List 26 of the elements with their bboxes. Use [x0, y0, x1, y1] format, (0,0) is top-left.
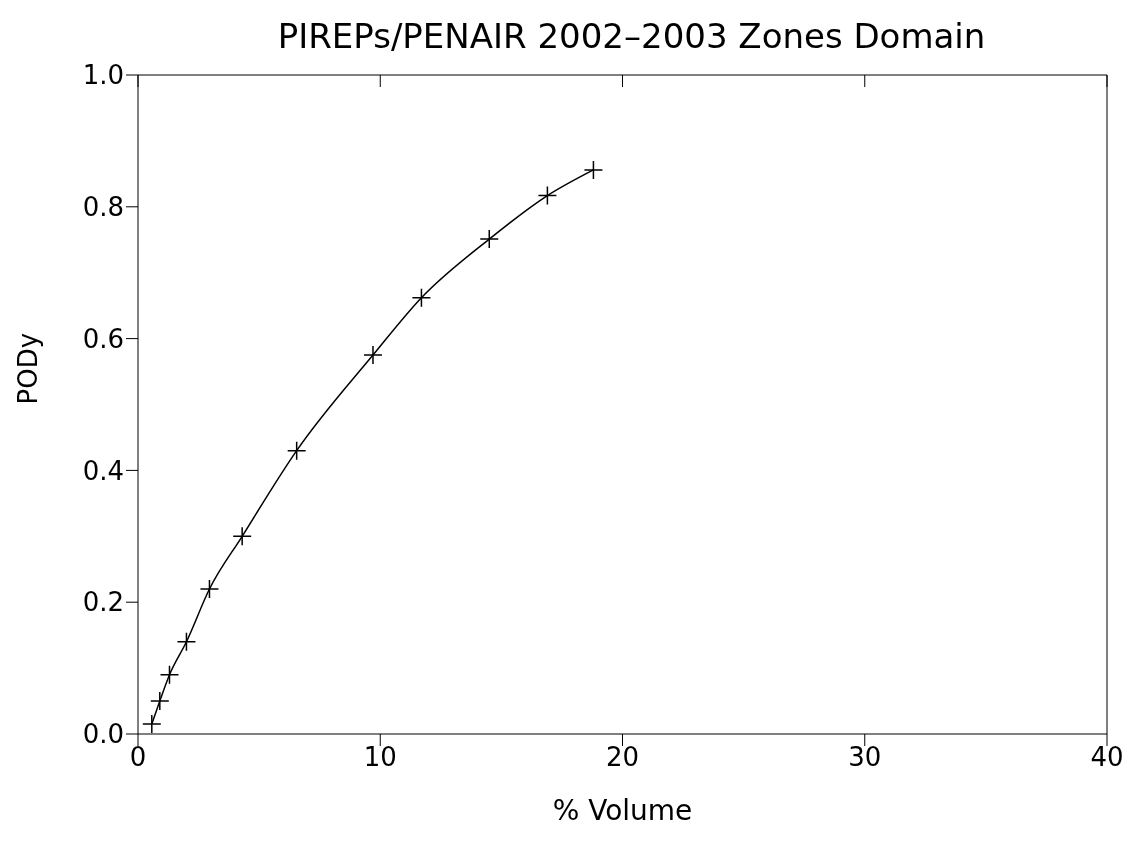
- y-tick-label: 0.4: [82, 455, 124, 486]
- x-tick-label: 30: [848, 742, 882, 773]
- point: [232, 526, 252, 547]
- x-tick-label: 10: [363, 742, 397, 773]
- point: [363, 345, 383, 365]
- x-tick-label: 20: [605, 742, 640, 773]
- point: [479, 229, 500, 249]
- point: [583, 160, 604, 180]
- point: [159, 664, 180, 685]
- y-tick-label: 0.2: [82, 587, 124, 618]
- y-tick-label: 0.6: [82, 323, 124, 354]
- y-tick-label: 0.8: [82, 192, 124, 223]
- chart-title: PIREPs/PENAIR 2002–2003 Zones Domain: [277, 16, 986, 56]
- point: [286, 440, 307, 461]
- point: [537, 185, 558, 206]
- y-tick-label: 0.0: [82, 719, 124, 750]
- y-axis-title: PODy: [13, 332, 44, 405]
- x-tick-label: 0: [129, 742, 147, 773]
- point: [411, 287, 432, 308]
- point: [150, 691, 170, 711]
- x-tick-label: 40: [1090, 742, 1124, 773]
- point: [142, 714, 162, 734]
- point: [176, 631, 197, 652]
- point: [199, 579, 220, 599]
- x-axis-title: % Volume: [552, 794, 693, 827]
- y-tick-label: 1.0: [82, 60, 124, 91]
